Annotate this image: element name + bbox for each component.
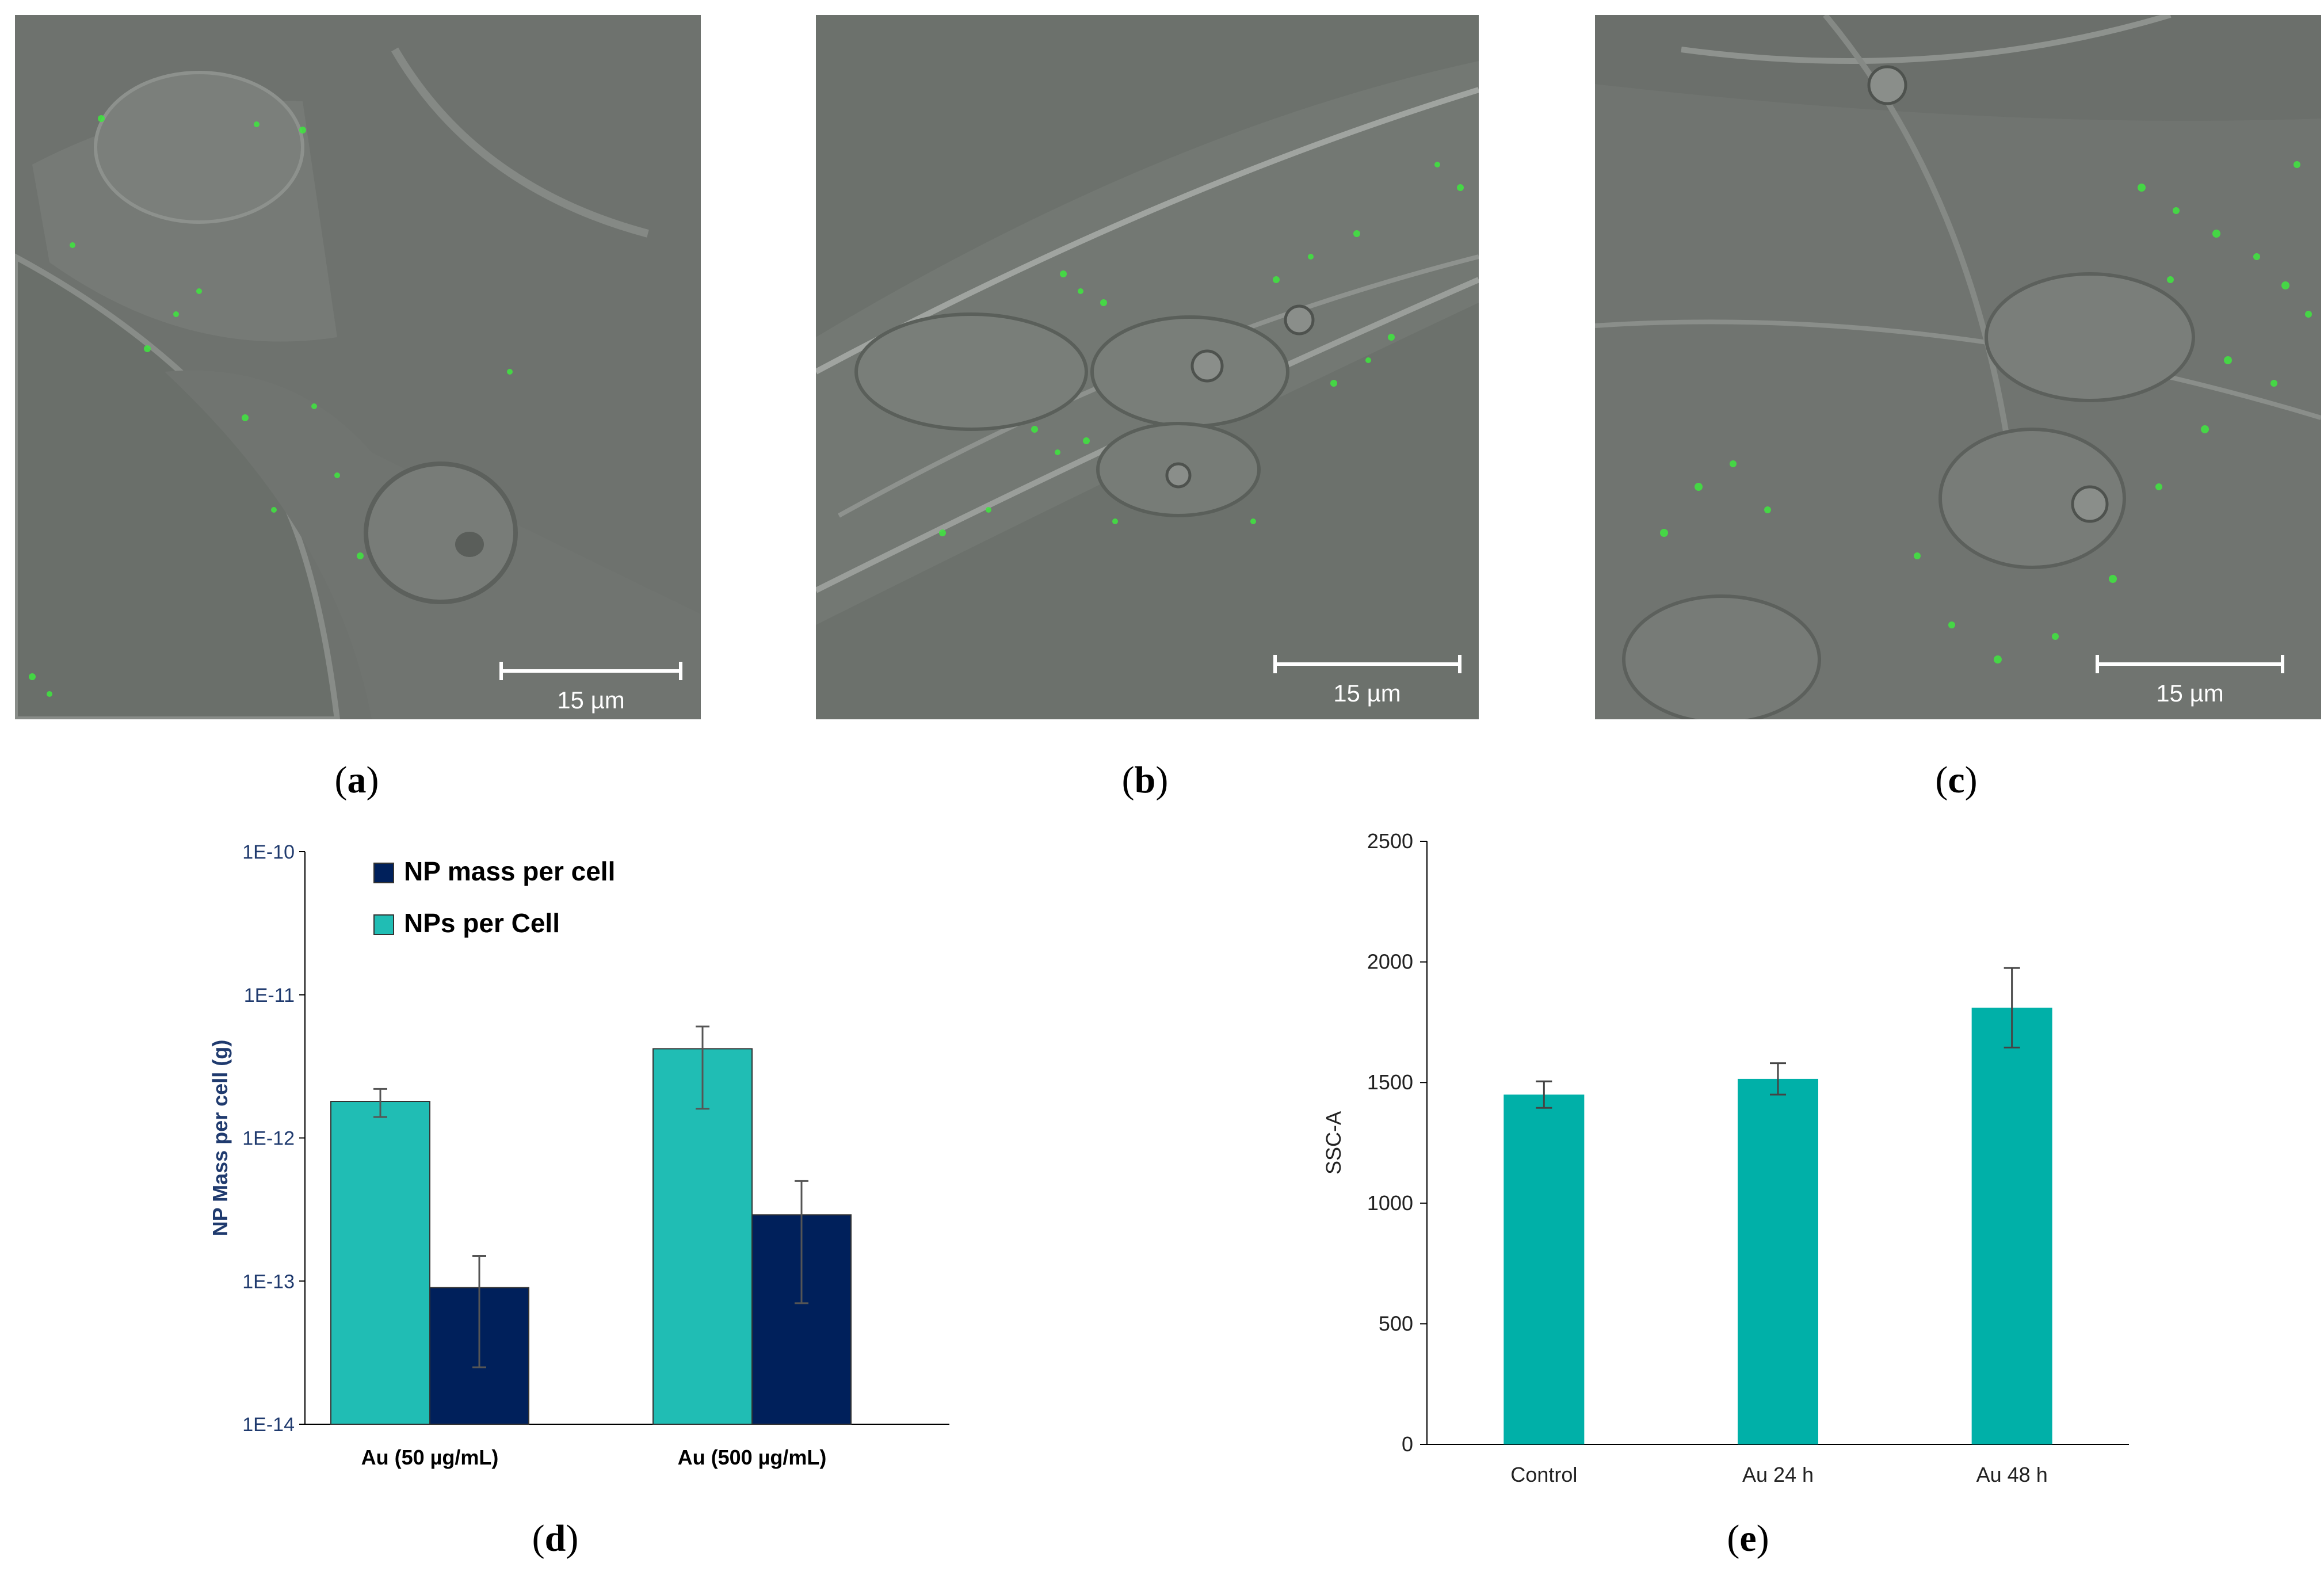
y-axis-label-d: NP Mass per cell (g) <box>208 1040 232 1236</box>
y-tick-label-e: 1000 <box>1367 1191 1413 1215</box>
x-tick-label-e: Au 48 h <box>1976 1463 2048 1486</box>
y-tick-label-d: 1E-10 <box>242 841 295 863</box>
y-tick-label-d: 1E-14 <box>242 1414 295 1436</box>
y-tick-label-e: 2000 <box>1367 950 1413 974</box>
bar-e <box>1738 1078 1818 1444</box>
legend-swatch-d <box>373 863 394 883</box>
legend-label-d: NP mass per cell <box>404 856 615 886</box>
micrograph-a: 15 µm <box>15 15 701 719</box>
bar-e <box>1503 1095 1585 1444</box>
x-tick-label-d: Au (500 µg/mL) <box>678 1446 827 1469</box>
y-tick-label-e: 1500 <box>1367 1070 1413 1094</box>
micrograph-b: 15 µm <box>816 15 1479 719</box>
scale-bar-label-b: 15 µm <box>1333 680 1401 707</box>
bar-d-nps-per-cell <box>652 1048 753 1425</box>
chart-e-svg: 0 500 1000 1500 2000 2500 SSC-A Control Au 24 h A… <box>1322 829 2129 1486</box>
micrograph-a-image: 15 µm <box>15 15 701 719</box>
x-tick-label-e: Control <box>1510 1463 1577 1486</box>
y-tick-label-d: 1E-13 <box>242 1271 295 1292</box>
bar-d-nps-per-cell <box>330 1101 430 1425</box>
caption-d: (d) <box>532 1517 579 1559</box>
caption-a: (a) <box>334 759 379 801</box>
chart-d: 1E-10 1E-11 1E-12 1E-13 1E-14 NP Mass per cel… <box>184 829 990 1496</box>
scale-bar-a: 15 µm <box>499 662 682 714</box>
micrograph-b-image: 15 µm <box>816 15 1479 719</box>
y-tick-label-e: 500 <box>1379 1311 1413 1335</box>
bar-e <box>1971 1008 2052 1444</box>
chart-e: 0 500 1000 1500 2000 2500 SSC-A Control Au 24 h A… <box>1300 829 2163 1496</box>
caption-b: (b) <box>1121 759 1169 801</box>
caption-c: (c) <box>1935 759 1978 801</box>
micrograph-c-image: 15 µm <box>1595 15 2321 719</box>
scale-bar-b: 15 µm <box>1273 655 1461 707</box>
y-axis-label-e: SSC-A <box>1322 1111 1345 1174</box>
y-tick-label-d: 1E-11 <box>244 985 295 1006</box>
scale-bar-c: 15 µm <box>2096 655 2284 707</box>
y-tick-label-d: 1E-12 <box>242 1128 295 1150</box>
y-tick-label-e: 2500 <box>1367 829 1413 853</box>
scale-bar-label-c: 15 µm <box>2156 680 2224 707</box>
legend-swatch-d <box>373 914 394 935</box>
y-tick-label-e: 0 <box>1402 1432 1413 1456</box>
legend-label-d: NPs per Cell <box>404 908 560 938</box>
chart-d-svg: 1E-10 1E-11 1E-12 1E-13 1E-14 NP Mass per cel… <box>208 841 949 1469</box>
micrograph-c: 15 µm <box>1595 15 2321 719</box>
scale-bar-label-a: 15 µm <box>557 687 625 714</box>
x-tick-label-e: Au 24 h <box>1742 1463 1814 1486</box>
x-tick-label-d: Au (50 µg/mL) <box>361 1446 499 1469</box>
caption-e: (e) <box>1727 1517 1769 1559</box>
